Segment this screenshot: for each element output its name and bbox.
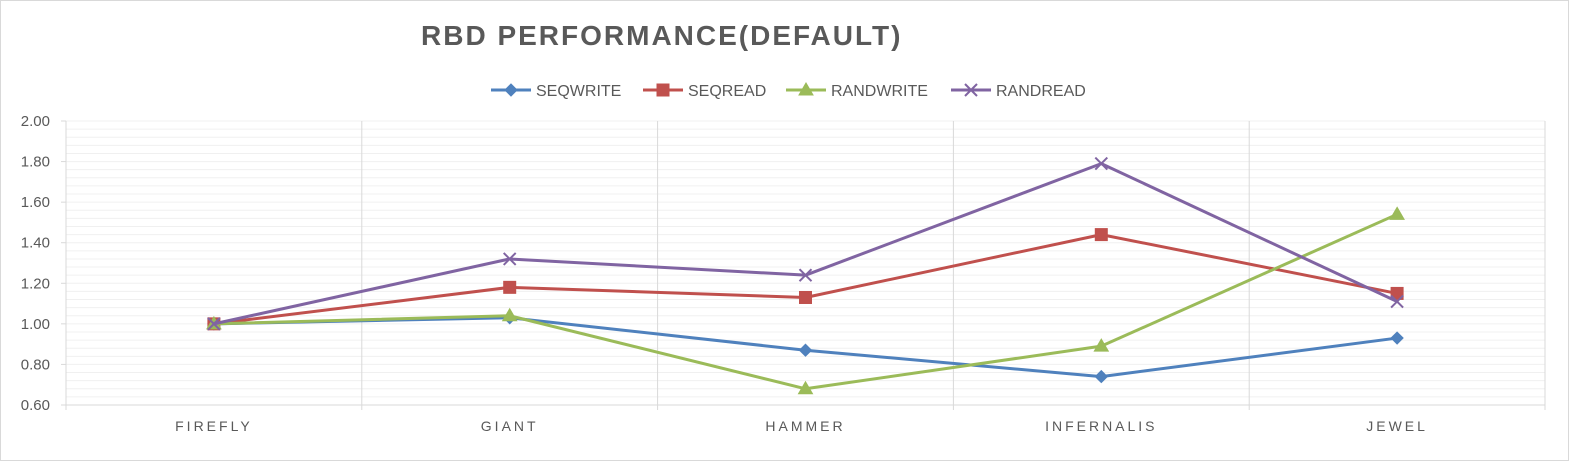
legend-marker bbox=[656, 83, 670, 97]
series-seqread bbox=[207, 228, 1404, 331]
x-tick-label: FIREFLY bbox=[175, 418, 253, 434]
y-tick-label: 1.80 bbox=[21, 154, 50, 171]
legend: SEQWRITE SEQREAD RANDWRITE RANDREAD bbox=[491, 82, 1086, 100]
data-point-seqread bbox=[503, 280, 517, 294]
legend-marker bbox=[504, 83, 518, 97]
x-marker-stroke bbox=[502, 252, 517, 266]
data-point-randwrite bbox=[501, 307, 518, 322]
y-tick-label: 1.00 bbox=[21, 316, 50, 333]
y-tick-label: 1.60 bbox=[21, 194, 50, 211]
series-line-seqread bbox=[212, 233, 1399, 326]
data-point-seqread bbox=[799, 290, 812, 304]
y-tick-label: 1.40 bbox=[21, 235, 50, 252]
data-point-seqread bbox=[1390, 286, 1404, 300]
series-seqwrite bbox=[207, 311, 1404, 384]
data-point-randwrite bbox=[1389, 206, 1405, 220]
data-point-randread bbox=[207, 317, 221, 331]
x-tick-label: GIANT bbox=[481, 418, 539, 434]
x-tick-label: JEWEL bbox=[1366, 418, 1428, 434]
data-point-randread bbox=[1390, 294, 1404, 309]
legend-item-randread: RANDREAD bbox=[951, 83, 1086, 100]
legend-label: SEQREAD bbox=[688, 83, 766, 100]
x-marker-stroke bbox=[964, 83, 978, 97]
legend-marker bbox=[964, 83, 978, 97]
legend-item-randwrite: RANDWRITE bbox=[786, 82, 928, 100]
data-point-randread bbox=[502, 252, 517, 266]
x-marker-stroke bbox=[207, 317, 221, 331]
axis-layer: 0.60 0.80 1.00 1.20 1.40 1.60 1.80 2.00 FIREFLY G… bbox=[21, 113, 1545, 434]
legend-label: SEQWRITE bbox=[536, 83, 621, 100]
legend-label: RANDREAD bbox=[996, 83, 1086, 100]
data-point-seqwrite bbox=[1094, 369, 1109, 384]
legend-item-seqread: SEQREAD bbox=[643, 83, 766, 100]
x-marker-stroke bbox=[1094, 156, 1109, 171]
y-tick-label: 0.80 bbox=[21, 356, 50, 373]
data-point-seqwrite bbox=[1390, 331, 1404, 345]
x-tick-label: INFERNALIS bbox=[1045, 418, 1157, 434]
legend-item-seqwrite: SEQWRITE bbox=[491, 83, 621, 100]
data-point-randread bbox=[798, 268, 813, 282]
data-point-seqwrite bbox=[798, 343, 813, 357]
series-layer bbox=[206, 156, 1405, 395]
data-point-seqread bbox=[1094, 228, 1108, 242]
series-randread bbox=[207, 156, 1404, 331]
data-point-randread bbox=[1094, 156, 1109, 171]
legend-marker bbox=[798, 82, 814, 96]
data-point-randwrite bbox=[797, 380, 814, 395]
y-tick-label: 1.20 bbox=[21, 275, 50, 292]
y-tick-label: 0.60 bbox=[21, 397, 50, 414]
chart-title: RBD PERFORMANCE(DEFAULT) bbox=[421, 20, 903, 51]
x-tick-label: HAMMER bbox=[765, 418, 845, 434]
legend-label: RANDWRITE bbox=[831, 83, 928, 100]
x-marker-stroke bbox=[798, 268, 813, 282]
data-point-randwrite bbox=[1093, 338, 1110, 352]
x-marker-stroke bbox=[1390, 294, 1404, 309]
y-tick-label: 2.00 bbox=[21, 113, 50, 130]
